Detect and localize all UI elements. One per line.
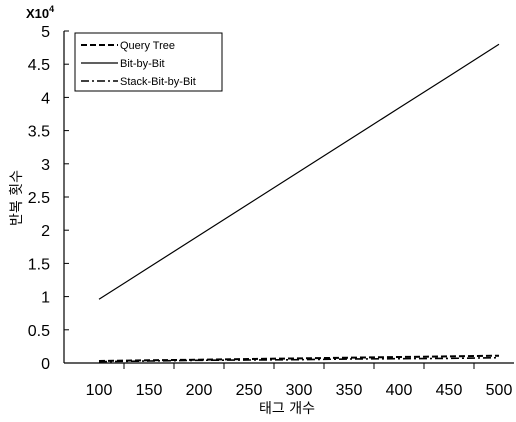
y-tick-label: 5: [41, 24, 50, 41]
legend: Query Tree Bit-by-Bit Stack-Bit-by-Bit: [74, 32, 223, 92]
y-tick-label: 2.5: [28, 190, 50, 207]
x-tick-label: 350: [336, 382, 363, 399]
y-tick-label: 4: [41, 90, 50, 107]
x-tick-label: 150: [136, 382, 163, 399]
x-tick-label: 450: [436, 382, 463, 399]
legend-label: Bit-by-Bit: [120, 58, 165, 70]
ticks: 0 0.5 1 1.5 2 2.5 3 3.5 4 4.5 5 100 150 200 250 300 350 4…: [28, 24, 513, 399]
y-axis-title: 반복 횟수: [9, 170, 25, 226]
y-tick-label: 2: [41, 223, 50, 240]
x-tick-label: 100: [86, 382, 113, 399]
y-multiplier-label: X104: [26, 4, 54, 21]
x-tick-label: 400: [386, 382, 413, 399]
y-tick-label: 3: [41, 157, 50, 174]
y-tick-label: 4.5: [28, 57, 50, 74]
legend-label: Query Tree: [120, 40, 175, 52]
x-tick-label: 500: [486, 382, 513, 399]
series: [98, 43, 500, 363]
y-tick-label: 1.5: [28, 256, 50, 273]
x-axis-title: 태그 개수: [259, 401, 315, 417]
x-tick-label: 300: [286, 382, 313, 399]
x-tick-label: 250: [236, 382, 263, 399]
series-line-bit-by-bit: [98, 43, 500, 300]
y-tick-label: 1: [41, 290, 50, 307]
y-tick-label: 0.5: [28, 323, 50, 340]
legend-label: Stack-Bit-by-Bit: [120, 76, 196, 88]
y-tick-label: 3.5: [28, 124, 50, 141]
series-line-stack-bit-by-bit: [98, 356, 500, 363]
y-tick-label: 0: [41, 356, 50, 373]
x-tick-label: 200: [186, 382, 213, 399]
